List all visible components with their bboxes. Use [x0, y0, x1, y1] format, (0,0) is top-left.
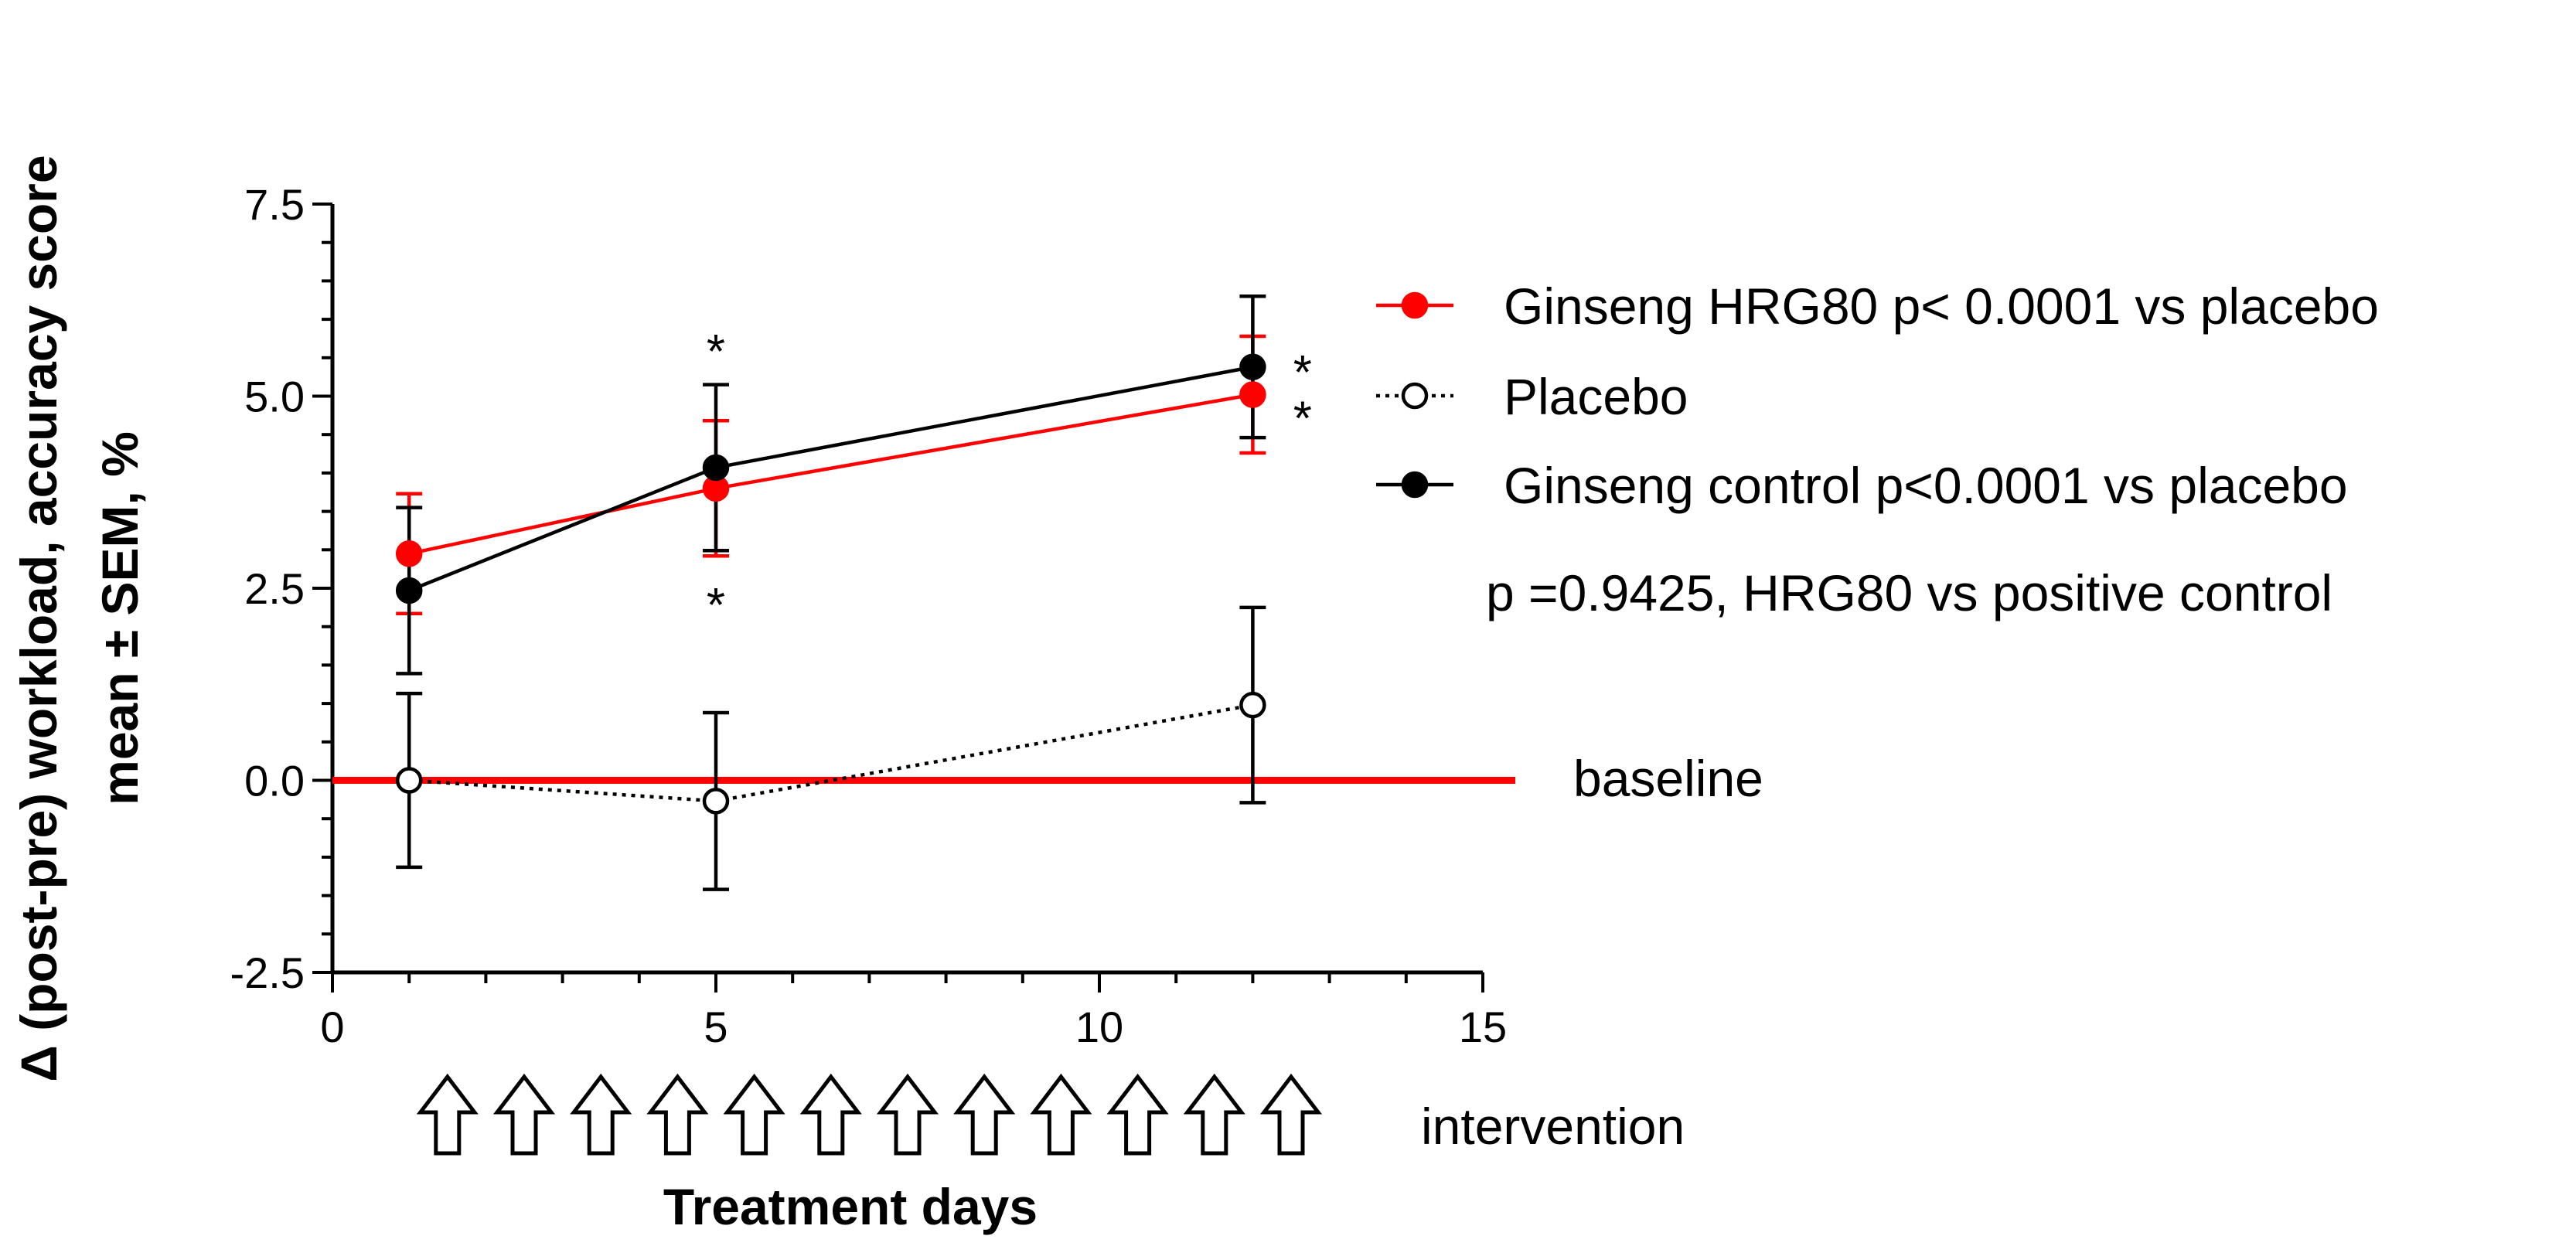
intervention-arrow-icon — [1030, 1073, 1092, 1156]
x-axis-label: Treatment days — [663, 1178, 1038, 1235]
intervention-arrow-icon — [570, 1073, 632, 1156]
significance-asterisk: * — [1293, 346, 1312, 400]
significance-asterisk: * — [707, 325, 725, 379]
series-line-ginseng-hrg80 — [408, 393, 1253, 556]
x-tick-label: 0 — [320, 1003, 344, 1051]
intervention-arrow-icon — [723, 1073, 785, 1156]
legend-label-placebo: Placebo — [1504, 368, 1688, 425]
series-line-placebo — [409, 703, 1253, 803]
intervention-arrow-icon — [1259, 1073, 1323, 1156]
intervention-arrow-icon — [646, 1073, 709, 1156]
data-point-ginseng-hrg80 — [1239, 381, 1266, 408]
intervention-arrow-icon — [1183, 1073, 1245, 1156]
comparison-text: p =0.9425, HRG80 vs positive control — [1486, 564, 2332, 621]
y-tick-label: 0.0 — [244, 757, 305, 805]
data-point-placebo — [1239, 691, 1266, 719]
legend-marker-ginseng-hrg80 — [1401, 291, 1429, 319]
intervention-arrow-icon — [1106, 1073, 1169, 1156]
legend-marker-ginseng-control — [1401, 471, 1429, 499]
data-point-placebo — [395, 767, 423, 794]
y-tick-label: 5.0 — [244, 373, 305, 421]
legend-label-ginseng-control: Ginseng control p<0.0001 vs placebo — [1504, 457, 2348, 514]
intervention-arrow-icon — [876, 1073, 939, 1156]
series-group — [395, 295, 1266, 891]
intervention-arrow-icon — [492, 1073, 556, 1156]
x-tick-label: 5 — [704, 1003, 727, 1051]
intervention-arrow-icon — [953, 1073, 1016, 1156]
axes: -2.5 0.0 2.5 5.0 7.5 0 5 10 15 — [230, 180, 1508, 1051]
legend-marker-placebo — [1401, 382, 1429, 410]
significance-asterisk: * — [1293, 392, 1312, 445]
data-point-ginseng-hrg80 — [395, 540, 423, 567]
y-tick-label: 2.5 — [244, 564, 305, 613]
intervention-arrow-icon — [799, 1073, 862, 1156]
y-tick-label: 7.5 — [244, 180, 305, 229]
significance-asterisk: * — [707, 579, 725, 632]
legend: Ginseng HRG80 p< 0.0001 vs placebo Placeb… — [1376, 277, 2379, 514]
intervention-label: intervention — [1421, 1098, 1685, 1155]
baseline-label: baseline — [1573, 750, 1763, 807]
y-axis-label-line2: mean ± SEM, % — [91, 431, 148, 805]
y-axis-label-line1: Δ (post-pre) workload, accuracy score — [10, 155, 67, 1081]
data-point-ginseng-control — [702, 454, 730, 482]
x-tick-label: 10 — [1075, 1003, 1123, 1051]
series-line-ginseng-control — [408, 365, 1253, 593]
y-tick-label: -2.5 — [230, 948, 305, 997]
annotations-group: **** — [416, 325, 1323, 1156]
legend-label-ginseng-hrg80: Ginseng HRG80 p< 0.0001 vs placebo — [1504, 277, 2379, 335]
data-point-placebo — [702, 788, 730, 815]
x-tick-label: 15 — [1459, 1003, 1507, 1051]
data-point-ginseng-control — [395, 577, 423, 604]
intervention-arrow-icon — [416, 1073, 479, 1156]
data-point-ginseng-control — [1239, 353, 1266, 380]
